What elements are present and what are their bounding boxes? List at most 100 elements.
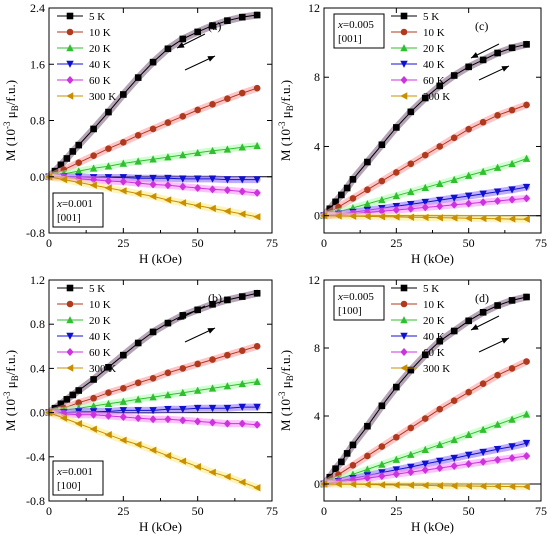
data-point bbox=[436, 337, 444, 345]
legend-label: 10 K bbox=[423, 299, 445, 311]
data-point bbox=[208, 185, 217, 194]
legend-label: 300 K bbox=[423, 363, 450, 375]
panel-label: (c) bbox=[475, 19, 488, 33]
data-point bbox=[164, 405, 172, 414]
y-tick-label: 0 bbox=[314, 477, 320, 491]
sample-box bbox=[52, 192, 104, 228]
x-tick-label: 0 bbox=[46, 236, 52, 250]
x-tick-label: 75 bbox=[535, 236, 547, 250]
legend-label: 10 K bbox=[423, 27, 445, 39]
data-point bbox=[378, 195, 386, 204]
data-point bbox=[238, 176, 246, 184]
data-point bbox=[63, 396, 71, 403]
y-tick-label: 1.6 bbox=[30, 57, 45, 71]
data-point bbox=[164, 174, 172, 183]
data-point bbox=[407, 366, 415, 374]
data-point bbox=[238, 210, 246, 218]
panel-label: (b) bbox=[208, 291, 222, 305]
data-point bbox=[493, 163, 502, 171]
sample-label: x=0.001 bbox=[56, 198, 93, 210]
sample-box bbox=[333, 285, 385, 321]
legend-marker bbox=[400, 44, 408, 52]
data-point bbox=[178, 457, 187, 465]
data-point bbox=[349, 441, 357, 449]
data-point bbox=[436, 405, 444, 413]
data-point bbox=[104, 431, 112, 439]
data-point bbox=[378, 141, 386, 149]
data-point bbox=[74, 419, 83, 428]
data-point bbox=[253, 403, 261, 411]
data-point bbox=[89, 164, 98, 172]
data-point bbox=[223, 404, 232, 413]
data-point bbox=[149, 407, 157, 415]
data-point bbox=[407, 204, 415, 213]
data-point bbox=[523, 358, 530, 365]
data-point bbox=[332, 198, 339, 206]
x-tick-label: 75 bbox=[266, 504, 278, 518]
legend-label: 40 K bbox=[423, 59, 445, 71]
data-point bbox=[479, 214, 487, 223]
data-point bbox=[120, 138, 127, 146]
sample-label: [001] bbox=[57, 212, 81, 224]
data-point bbox=[179, 182, 187, 191]
data-point bbox=[364, 422, 371, 430]
data-point bbox=[134, 407, 142, 415]
data-point bbox=[179, 312, 187, 319]
data-point bbox=[349, 480, 357, 489]
y-tick-label: 0.4 bbox=[30, 361, 45, 375]
legend-label: 5 K bbox=[423, 283, 439, 295]
y-axis-label: M (10-3 μB/f.u.) bbox=[2, 350, 20, 431]
legend-marker bbox=[400, 284, 408, 292]
data-point bbox=[223, 176, 232, 184]
legend-marker bbox=[66, 28, 74, 36]
data-point bbox=[363, 212, 371, 221]
series-300K bbox=[45, 408, 261, 492]
data-point bbox=[194, 417, 202, 426]
data-point bbox=[164, 153, 172, 161]
arrow-decreasing-field-head bbox=[177, 314, 185, 320]
data-point bbox=[522, 410, 531, 418]
legend-marker bbox=[66, 76, 74, 84]
data-point bbox=[134, 157, 142, 165]
data-point bbox=[134, 440, 142, 449]
data-point bbox=[134, 189, 142, 198]
panel-b: 0 25 50 75 -0.8 -0.4 0.0 0.4 0.8 1.2 H (kOe) M (10-… bbox=[2, 273, 278, 534]
data-point bbox=[164, 196, 172, 204]
data-point bbox=[522, 451, 531, 460]
y-tick-label: 2.4 bbox=[30, 1, 45, 15]
arrow-increasing-field-head bbox=[501, 338, 509, 344]
data-point bbox=[421, 198, 429, 207]
data-point bbox=[421, 415, 429, 422]
data-point bbox=[57, 161, 65, 169]
data-point bbox=[193, 148, 202, 157]
data-point bbox=[90, 394, 97, 402]
data-point bbox=[464, 171, 473, 179]
legend-label: 20 K bbox=[423, 315, 445, 327]
data-point bbox=[119, 407, 128, 415]
data-point bbox=[522, 439, 531, 448]
data-point bbox=[450, 194, 458, 202]
data-point bbox=[194, 106, 201, 114]
data-point bbox=[238, 89, 246, 97]
legend-marker bbox=[400, 60, 408, 68]
data-point bbox=[393, 383, 400, 391]
data-point bbox=[393, 169, 400, 176]
data-point bbox=[89, 402, 98, 410]
data-point bbox=[149, 375, 157, 382]
data-point bbox=[378, 460, 386, 468]
data-point bbox=[464, 482, 472, 490]
sample-label: [001] bbox=[338, 33, 362, 45]
data-point bbox=[436, 457, 444, 465]
data-point bbox=[209, 22, 216, 29]
data-point bbox=[209, 101, 216, 108]
legend-label: 5 K bbox=[423, 11, 439, 23]
y-tick-label: 12 bbox=[308, 273, 320, 287]
data-point bbox=[465, 199, 473, 208]
data-point bbox=[238, 13, 246, 21]
data-point bbox=[90, 376, 97, 383]
legend-marker bbox=[66, 300, 74, 308]
legend-marker bbox=[66, 332, 74, 340]
data-point bbox=[508, 186, 516, 194]
data-point bbox=[164, 119, 172, 126]
panel-label: (a) bbox=[208, 19, 221, 33]
